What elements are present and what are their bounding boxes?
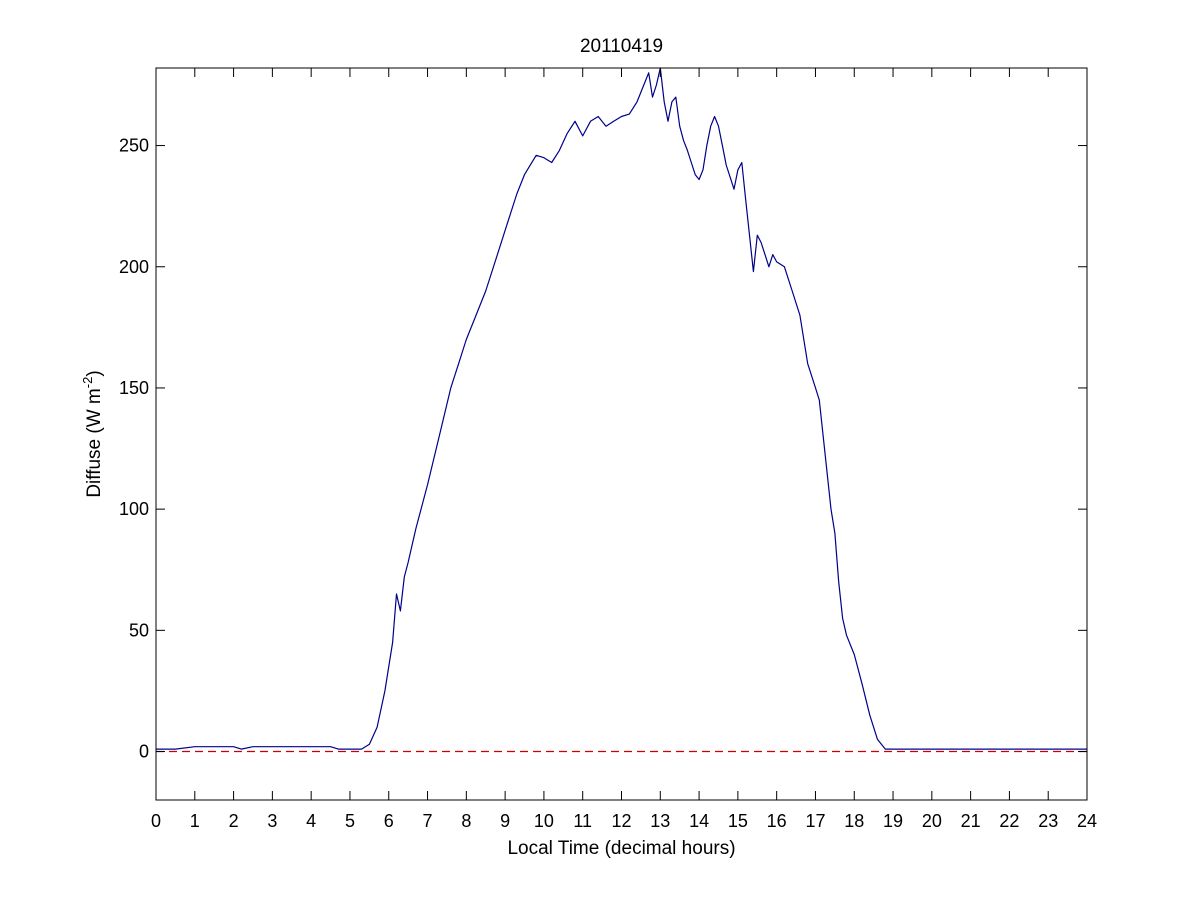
x-tick-label: 9 (500, 811, 510, 831)
x-tick-label: 3 (267, 811, 277, 831)
x-tick-label: 2 (229, 811, 239, 831)
x-tick-label: 16 (767, 811, 787, 831)
x-tick-label: 8 (461, 811, 471, 831)
x-tick-label: 23 (1038, 811, 1058, 831)
y-tick-label: 150 (119, 378, 149, 398)
x-tick-label: 6 (384, 811, 394, 831)
y-axis-label: Diffuse (W m-2) (80, 370, 105, 497)
x-tick-label: 13 (650, 811, 670, 831)
x-tick-label: 1 (190, 811, 200, 831)
y-tick-label: 0 (139, 742, 149, 762)
plot-layer (156, 67, 1087, 753)
x-tick-label: 5 (345, 811, 355, 831)
diffuse-series-line (156, 67, 1087, 750)
x-tick-label: 17 (805, 811, 825, 831)
axis-ticks: 0 1 2 3 4 5 6 7 8 9 10 11 12 13 14 15 16 17 18 19 20 21 22 23 24… (119, 68, 1097, 831)
x-axis-label: Local Time (decimal hours) (507, 838, 735, 859)
x-tick-label: 24 (1077, 811, 1097, 831)
x-tick-label: 15 (728, 811, 748, 831)
x-tick-label: 20 (922, 811, 942, 831)
x-tick-label: 11 (573, 811, 592, 831)
y-tick-label: 200 (119, 257, 149, 277)
x-tick-label: 22 (999, 811, 1019, 831)
y-tick-label: 50 (129, 620, 149, 640)
x-tick-label: 12 (611, 811, 631, 831)
x-tick-label: 7 (423, 811, 433, 831)
x-tick-label: 21 (961, 811, 981, 831)
x-tick-label: 18 (844, 811, 864, 831)
x-tick-label: 10 (534, 811, 554, 831)
y-tick-label: 250 (119, 136, 149, 156)
y-axis-label-main: Diffuse (W m (84, 388, 105, 497)
x-tick-label: 0 (151, 811, 161, 831)
chart-title: 20110419 (580, 36, 663, 57)
x-tick-label: 14 (689, 811, 709, 831)
x-tick-label: 4 (306, 811, 316, 831)
y-tick-label: 100 (119, 499, 149, 519)
y-axis-label-close: ) (84, 370, 105, 376)
y-axis-label-superscript: -2 (80, 377, 95, 389)
x-tick-label: 19 (883, 811, 903, 831)
